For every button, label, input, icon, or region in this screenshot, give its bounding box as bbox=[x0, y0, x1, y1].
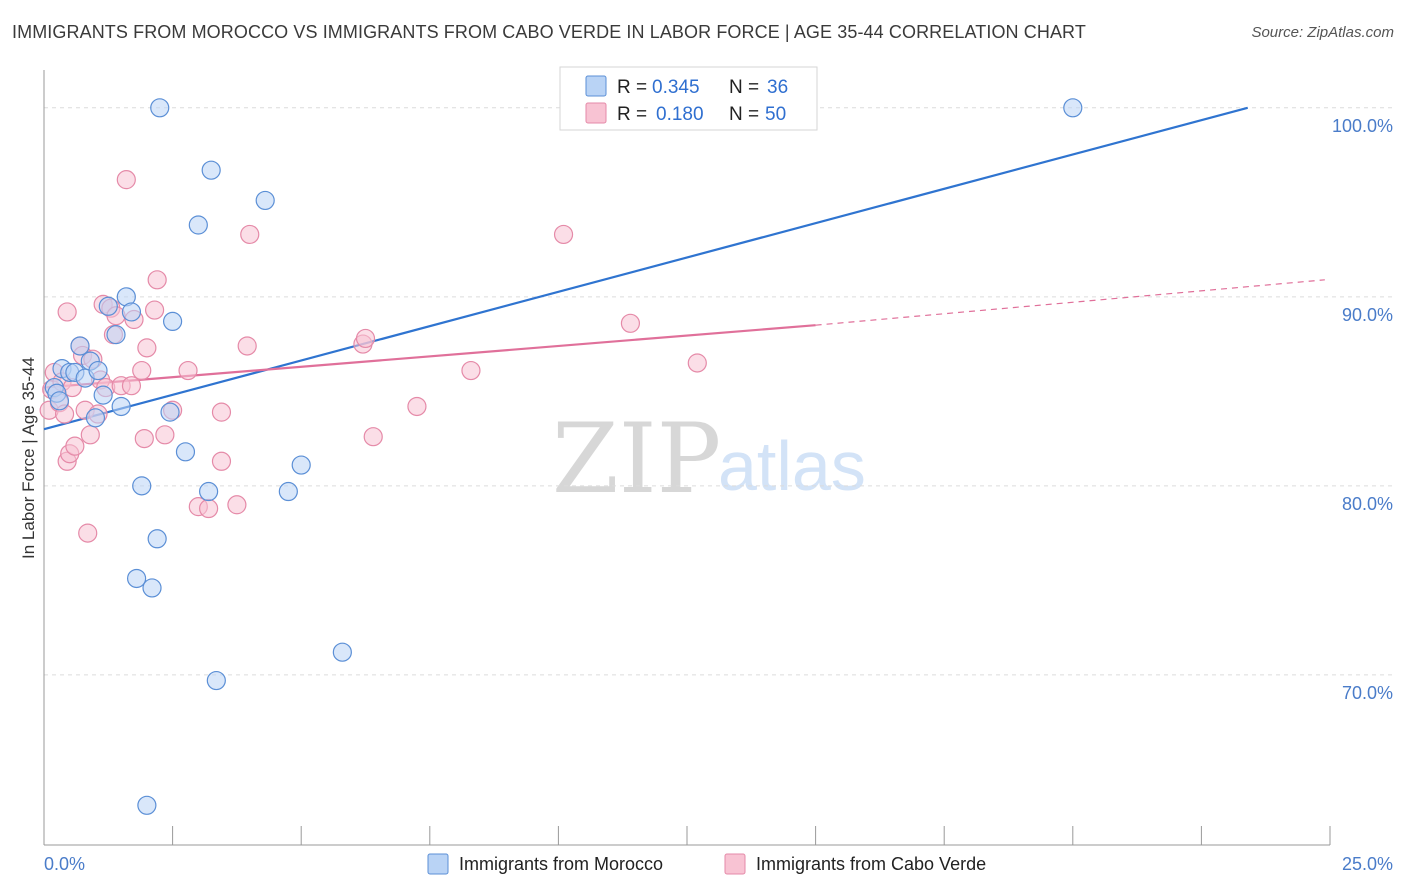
legend-r-label-morocco: R = bbox=[617, 77, 647, 98]
y-tick-label: 80.0% bbox=[1342, 494, 1393, 514]
data-point-cabo-verde bbox=[553, 224, 574, 245]
data-point-morocco bbox=[98, 296, 118, 316]
legend-swatch-morocco bbox=[585, 75, 607, 97]
data-point-cabo-verde bbox=[155, 425, 175, 445]
data-point-cabo-verde bbox=[78, 523, 98, 543]
data-point-cabo-verde bbox=[211, 451, 232, 471]
bottom-legend-swatch-morocco bbox=[427, 853, 449, 875]
data-point-morocco bbox=[49, 391, 70, 411]
legend-n-value-cabo-verde: 50 bbox=[765, 104, 786, 125]
data-point-morocco bbox=[201, 160, 221, 180]
chart-title: IMMIGRANTS FROM MOROCCO VS IMMIGRANTS FR… bbox=[12, 22, 1086, 42]
data-point-morocco bbox=[132, 476, 152, 496]
data-point-morocco bbox=[150, 98, 170, 118]
legend-swatch-cabo-verde bbox=[585, 102, 607, 124]
data-point-morocco bbox=[175, 442, 196, 462]
data-point-cabo-verde bbox=[461, 360, 481, 381]
y-axis-label: In Labor Force | Age 35-44 bbox=[19, 357, 38, 559]
data-point-cabo-verde bbox=[237, 336, 257, 356]
data-point-cabo-verde bbox=[363, 427, 383, 447]
data-point-cabo-verde bbox=[57, 302, 77, 322]
y-tick-label: 90.0% bbox=[1342, 305, 1393, 325]
data-point-morocco bbox=[163, 311, 183, 332]
data-point-morocco bbox=[70, 336, 90, 356]
data-point-morocco bbox=[111, 396, 131, 417]
bottom-legend-label-morocco: Immigrants from Morocco bbox=[459, 854, 663, 874]
data-point-cabo-verde bbox=[116, 170, 136, 190]
trend-lines bbox=[43, 106, 1325, 431]
legend-n-label-morocco: N = bbox=[729, 77, 759, 98]
data-point-cabo-verde bbox=[121, 376, 142, 396]
chart-source: Source: ZipAtlas.com bbox=[1251, 24, 1394, 41]
data-point-cabo-verde bbox=[178, 360, 198, 381]
data-point-morocco bbox=[88, 360, 108, 381]
data-point-morocco bbox=[255, 190, 275, 211]
data-point-cabo-verde bbox=[137, 338, 157, 358]
data-point-cabo-verde bbox=[134, 428, 154, 449]
data-point-cabo-verde bbox=[65, 436, 85, 456]
legend-r-value-morocco: 0.345 bbox=[652, 77, 700, 98]
bottom-legend-label-cabo-verde: Immigrants from Cabo Verde bbox=[756, 854, 986, 874]
data-point-morocco bbox=[1063, 98, 1083, 118]
watermark-zip: ZIP bbox=[552, 403, 721, 515]
data-point-cabo-verde bbox=[620, 313, 641, 333]
y-tick-label: 70.0% bbox=[1342, 683, 1393, 703]
x-tick-label: 0.0% bbox=[44, 854, 85, 874]
trend-line-cabo-verde bbox=[43, 324, 816, 389]
data-point-cabo-verde bbox=[355, 328, 376, 349]
data-point-cabo-verde bbox=[199, 498, 219, 519]
legend-r-value-cabo-verde: 0.180 bbox=[656, 104, 704, 125]
data-point-cabo-verde bbox=[407, 396, 427, 417]
stats-legend: R = 0.345 N = 36 R = 0.180 N = 50 bbox=[559, 66, 818, 131]
data-point-morocco bbox=[188, 215, 208, 235]
data-point-cabo-verde bbox=[211, 402, 232, 422]
data-point-morocco bbox=[106, 325, 126, 345]
data-point-cabo-verde bbox=[80, 425, 100, 445]
data-point-morocco bbox=[137, 795, 157, 815]
bottom-legend-swatch-cabo-verde bbox=[724, 853, 746, 875]
data-point-morocco bbox=[147, 529, 167, 549]
watermark-atlas: atlas bbox=[718, 427, 866, 505]
data-point-morocco bbox=[160, 402, 180, 422]
data-point-cabo-verde bbox=[132, 360, 152, 381]
x-tick-label: 25.0% bbox=[1342, 854, 1393, 874]
data-point-morocco bbox=[142, 578, 162, 598]
x-tick-labels: 0.0% 25.0% bbox=[44, 854, 1393, 874]
grid-lines bbox=[44, 107, 1392, 676]
series-legend: Immigrants from Morocco Immigrants from … bbox=[427, 853, 986, 875]
data-points bbox=[39, 98, 1083, 815]
data-point-cabo-verde bbox=[144, 300, 165, 320]
trend-line-cabo-verde-extension bbox=[815, 279, 1325, 326]
data-point-morocco bbox=[121, 302, 142, 322]
legend-n-value-morocco: 36 bbox=[767, 77, 788, 98]
data-point-morocco bbox=[93, 385, 113, 405]
data-point-morocco bbox=[199, 481, 219, 502]
y-tick-label: 100.0% bbox=[1332, 116, 1393, 136]
y-tick-labels: 100.0% 90.0% 80.0% 70.0% bbox=[1332, 116, 1393, 703]
data-point-morocco bbox=[206, 670, 226, 691]
data-point-cabo-verde bbox=[687, 353, 707, 373]
data-point-cabo-verde bbox=[240, 224, 260, 245]
legend-r-label-cabo-verde: R = bbox=[617, 104, 647, 125]
data-point-morocco bbox=[278, 481, 298, 502]
data-point-morocco bbox=[332, 642, 352, 662]
data-point-morocco bbox=[126, 568, 147, 589]
legend-n-label-cabo-verde: N = bbox=[729, 104, 759, 125]
tick-marks bbox=[172, 826, 1331, 845]
data-point-morocco bbox=[85, 408, 106, 428]
trend-line-morocco bbox=[43, 106, 1248, 431]
data-point-cabo-verde bbox=[147, 270, 167, 290]
data-point-morocco bbox=[291, 455, 311, 475]
data-point-cabo-verde bbox=[227, 495, 247, 515]
